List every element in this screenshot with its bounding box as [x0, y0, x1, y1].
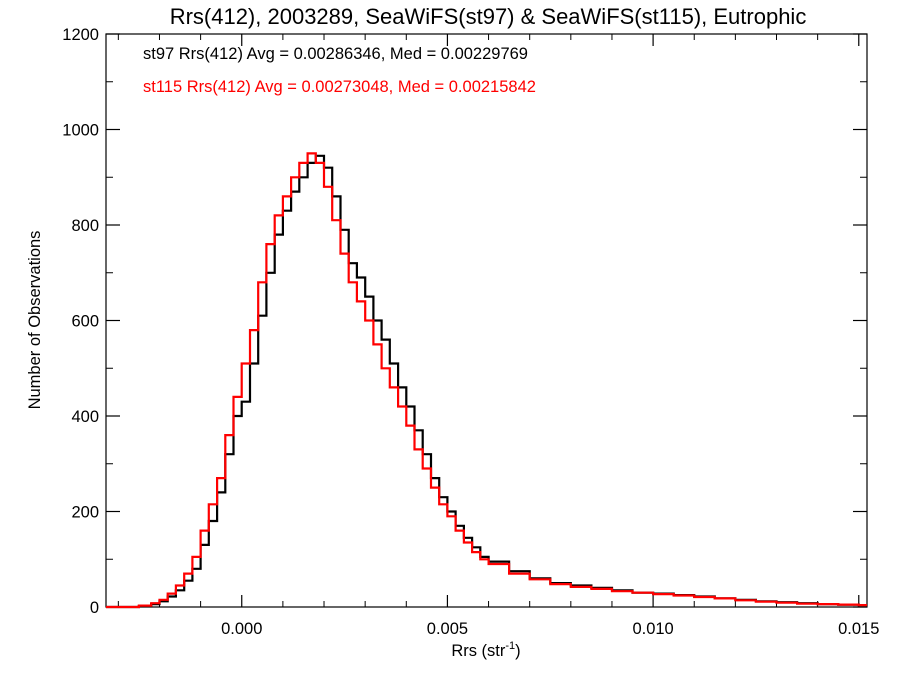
x-axis-label-close: ): [515, 642, 521, 660]
x-axis-label-main: Rrs (str: [451, 642, 506, 660]
x-tick-label: 0.010: [632, 620, 673, 638]
x-tick-label: 0.000: [221, 620, 262, 638]
chart-title: Rrs(412), 2003289, SeaWiFS(st97) & SeaWi…: [170, 4, 807, 29]
annotation-st97: st97 Rrs(412) Avg = 0.00286346, Med = 0.…: [143, 45, 528, 63]
y-tick-label: 400: [71, 408, 99, 426]
y-tick-label: 800: [71, 217, 99, 235]
y-tick-label: 600: [71, 313, 99, 331]
y-tick-label: 200: [71, 504, 99, 522]
series-layer: [106, 152, 867, 609]
series-line-st115: [106, 152, 867, 609]
y-tick-label: 1000: [62, 122, 99, 140]
x-axis-label: Rrs (str-1): [451, 640, 520, 660]
y-tick-label: 1200: [62, 26, 99, 44]
y-axis-label: Number of Observations: [26, 231, 44, 410]
x-tick-label: 0.005: [427, 620, 468, 638]
x-axis-label-superscript: -1: [505, 640, 515, 652]
annotation-st115: st115 Rrs(412) Avg = 0.00273048, Med = 0…: [143, 78, 536, 96]
y-tick-label: 0: [90, 599, 99, 617]
x-tick-label: 0.015: [838, 620, 879, 638]
